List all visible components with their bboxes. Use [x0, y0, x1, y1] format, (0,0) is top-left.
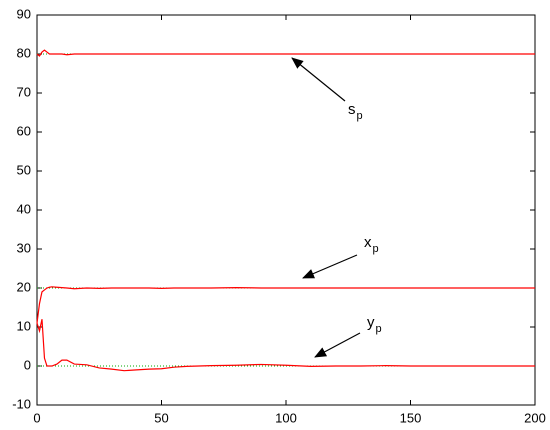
arrow — [302, 254, 358, 279]
y-tick-label: 80 — [17, 45, 31, 60]
annotation: sp — [348, 101, 363, 122]
y-tick-label: 20 — [17, 279, 31, 294]
x-tick-label: 0 — [33, 410, 40, 425]
arrow — [314, 332, 361, 358]
annotation-subscript: p — [376, 323, 382, 335]
annotation-text: y — [367, 314, 375, 331]
annotation-text: x — [364, 234, 372, 251]
y-tick-label: 50 — [17, 162, 31, 177]
data-line — [36, 49, 535, 57]
y-tick-label: 30 — [17, 240, 31, 255]
annotation: yp — [367, 314, 382, 335]
data-line — [36, 286, 535, 324]
annotation-text: s — [348, 101, 356, 118]
annotation-subscript: p — [373, 243, 379, 255]
annotation: xp — [364, 234, 379, 255]
y-tick-label: -10 — [12, 396, 31, 411]
x-tick-label: 200 — [524, 410, 546, 425]
arrow — [291, 57, 346, 102]
annotation-subscript: p — [357, 110, 363, 122]
y-tick-label: 10 — [17, 318, 31, 333]
y-tick-label: 40 — [17, 201, 31, 216]
x-tick-label: 50 — [154, 410, 168, 425]
y-tick-label: 0 — [24, 357, 31, 372]
y-tick-label: 60 — [17, 123, 31, 138]
plot-frame — [36, 14, 536, 406]
x-tick-label: 100 — [275, 410, 297, 425]
x-tick-label: 150 — [400, 410, 422, 425]
y-tick-label: 70 — [17, 84, 31, 99]
data-line — [36, 319, 535, 372]
y-tick-label: 90 — [17, 6, 31, 21]
